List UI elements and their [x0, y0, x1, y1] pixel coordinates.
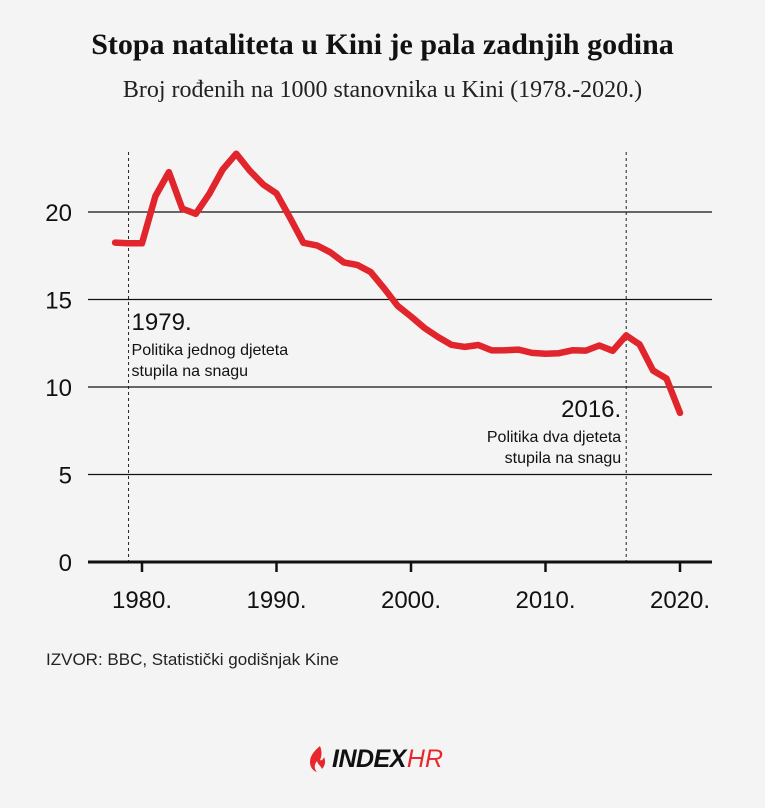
data-point-2008: [517, 348, 521, 352]
data-point-2004: [463, 345, 467, 349]
data-point-1986: [221, 168, 225, 171]
data-point-1993: [315, 243, 319, 247]
data-point-1994: [328, 250, 332, 254]
y-tick-label-5: 5: [59, 463, 72, 490]
annotation-text-1979-line1: Politika jednog djeteta: [132, 342, 289, 359]
y-tick-label-15: 15: [45, 288, 72, 315]
data-point-1999: [396, 304, 400, 308]
data-point-1988: [248, 169, 252, 172]
x-tick-label-2020: 2020.: [650, 587, 710, 614]
data-point-2005: [476, 343, 480, 347]
data-point-1991: [288, 216, 292, 220]
annotation-year-2016: 2016.: [561, 396, 621, 423]
annotation-text-2016-line1: Politika dva djeteta: [487, 429, 621, 446]
data-point-2020: [678, 411, 682, 415]
data-point-2011: [557, 351, 561, 355]
data-point-2012: [570, 348, 574, 352]
data-point-2015: [611, 349, 615, 353]
annotation-year-1979: 1979.: [132, 309, 192, 336]
data-point-2017: [638, 343, 642, 346]
logo-hr-text: HR: [406, 744, 444, 773]
data-point-1987: [234, 152, 238, 156]
data-point-1998: [382, 286, 386, 290]
source-note: IZVOR: BBC, Statistički godišnjak Kine: [46, 650, 339, 669]
data-point-2003: [449, 343, 453, 347]
index-hr-logo[interactable]: INDEX HR: [306, 744, 443, 774]
data-point-2014: [597, 344, 601, 347]
x-tick-label-2010: 2010.: [515, 587, 575, 614]
y-tick-label-10: 10: [45, 375, 72, 402]
data-point-1983: [180, 207, 184, 211]
flame-logo-icon: [310, 746, 326, 772]
axis-layer: 0 5 10 15 20 1980. 1990. 2000. 2010. 2020.: [45, 200, 712, 614]
data-point-2006: [490, 348, 494, 352]
data-point-2018: [651, 369, 655, 373]
data-point-1985: [207, 192, 211, 196]
series-layer: [111, 150, 684, 417]
annotation-text-2016-line2: stupila na snagu: [505, 450, 622, 467]
data-point-1978: [113, 241, 117, 245]
data-point-2002: [436, 335, 440, 339]
data-point-1990: [275, 191, 278, 195]
data-point-1996: [355, 263, 359, 267]
annotation-lines: [128, 152, 627, 562]
data-point-2009: [530, 351, 534, 355]
data-point-2016: [624, 333, 628, 337]
x-tick-label-1980: 1980.: [112, 587, 172, 614]
data-point-2007: [503, 348, 507, 352]
data-point-1981: [153, 194, 157, 198]
data-point-1984: [194, 212, 198, 216]
data-point-1979: [127, 241, 131, 245]
logo-index-text: INDEX: [332, 744, 406, 773]
data-point-1992: [301, 241, 305, 245]
data-point-1980: [140, 241, 144, 245]
data-point-1997: [369, 270, 373, 274]
x-tick-label-1990: 1990.: [246, 587, 306, 614]
annotation-text: 1979. Politika jednog djeteta stupila na s…: [132, 309, 622, 467]
data-point-1982: [167, 170, 171, 174]
chart-subtitle: Broj rođenih na 1000 stanovnika u Kini (…: [122, 77, 643, 103]
chart-title: Stopa nataliteta u Kini je pala zadnjih …: [91, 28, 674, 61]
data-point-1989: [261, 182, 265, 186]
y-tick-label-0: 0: [59, 550, 72, 577]
data-point-2013: [584, 349, 588, 353]
data-point-2001: [422, 326, 426, 330]
x-tick-label-2000: 2000.: [381, 587, 441, 614]
annotation-text-1979-line2: stupila na snagu: [132, 363, 249, 380]
data-point-2019: [665, 377, 668, 381]
y-tick-label-20: 20: [45, 200, 72, 227]
data-point-1995: [342, 260, 346, 264]
data-point-2010: [544, 352, 547, 356]
data-point-2000: [409, 315, 413, 318]
